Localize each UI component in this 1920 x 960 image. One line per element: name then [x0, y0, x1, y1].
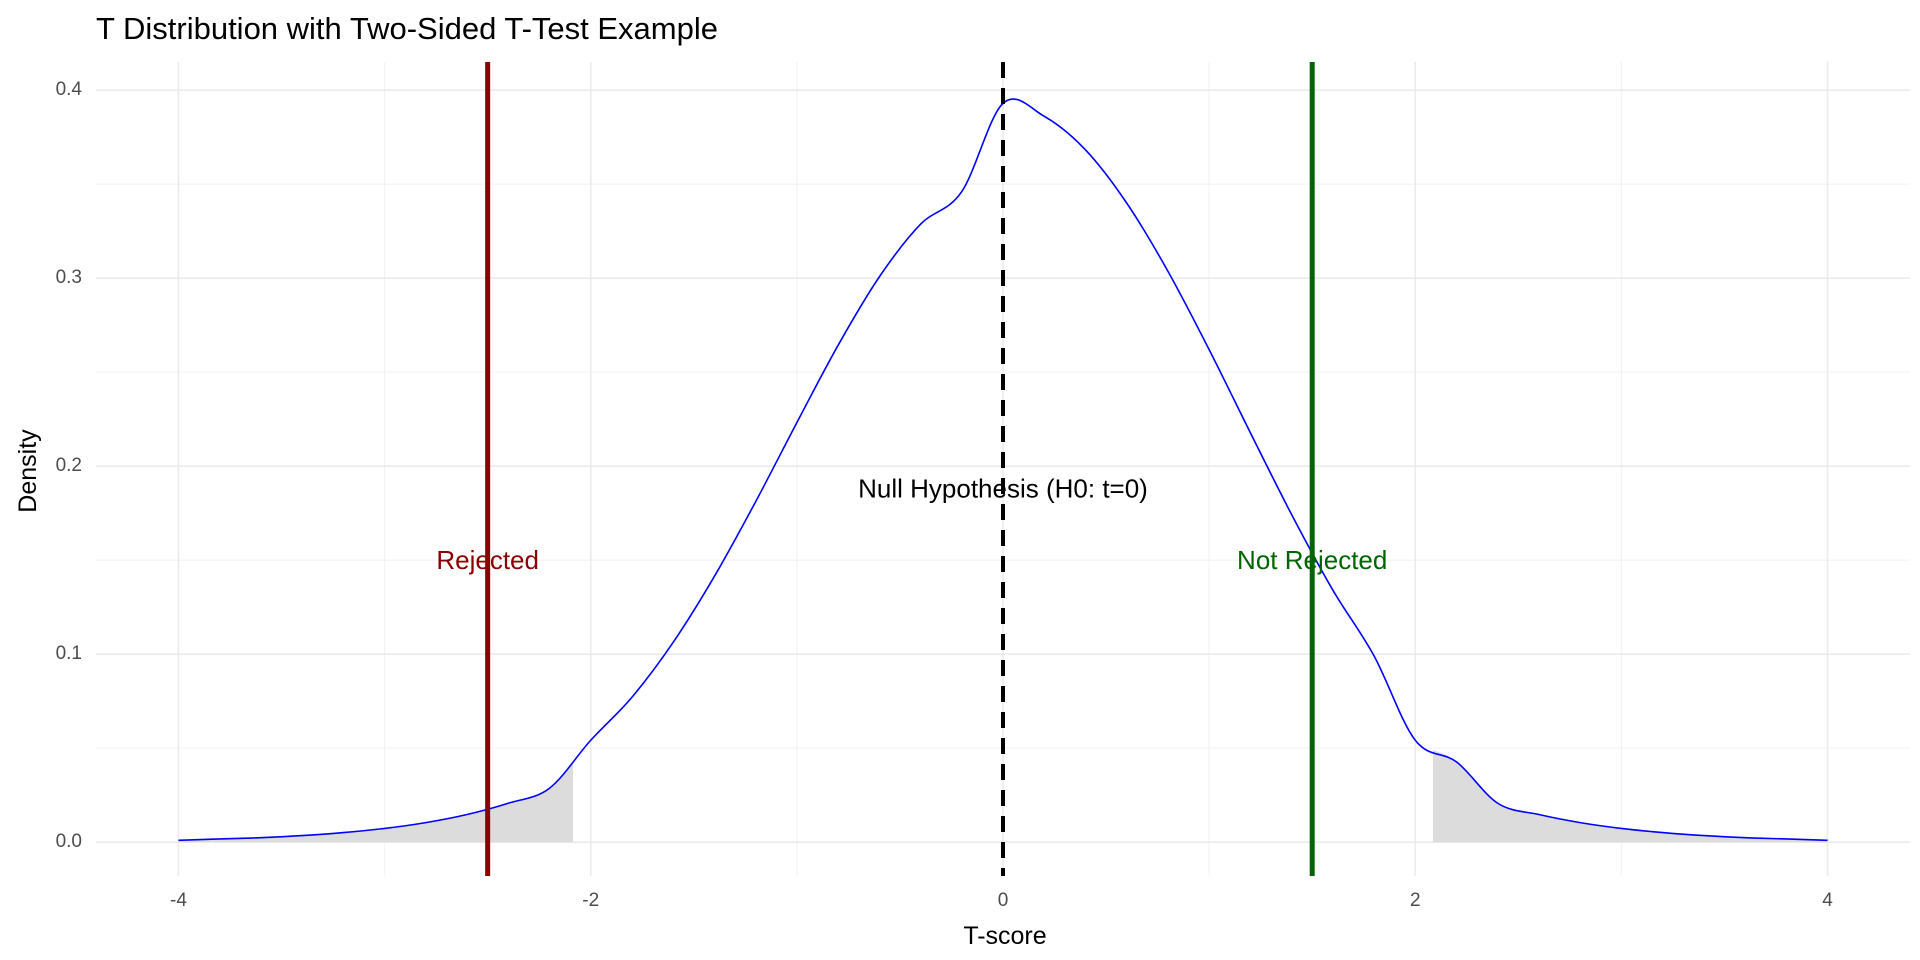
y-tick-label: 0.4	[56, 79, 83, 100]
x-tick-label: -4	[170, 890, 187, 911]
y-tick-label: 0.2	[56, 455, 82, 476]
x-axis-ticks: -4 -2 0 2 4	[170, 890, 1833, 911]
y-axis-title: Density	[14, 429, 42, 513]
x-tick-label: 4	[1822, 890, 1833, 911]
y-tick-label: 0.0	[56, 831, 82, 852]
y-tick-label: 0.1	[56, 643, 82, 664]
x-axis-title: T-score	[963, 922, 1046, 950]
right-rejection-region	[1433, 749, 1828, 843]
x-tick-label: 0	[998, 890, 1009, 911]
y-axis-ticks: 0.0 0.1 0.2 0.3 0.4	[56, 79, 83, 852]
x-tick-label: 2	[1410, 890, 1421, 911]
y-tick-label: 0.3	[56, 267, 82, 288]
rejection-regions	[178, 749, 1828, 843]
null-hypothesis-label: Null Hypothesis (H0: t=0)	[858, 473, 1148, 503]
not-rejected-label: Not Rejected	[1237, 545, 1387, 575]
x-tick-label: -2	[582, 890, 599, 911]
annotations: Null Hypothesis (H0: t=0) Rejected Not Rej…	[436, 473, 1387, 574]
chart-title: T Distribution with Two-Sided T-Test Exa…	[96, 11, 718, 46]
left-rejection-region	[178, 760, 573, 843]
reference-lines	[485, 62, 1315, 876]
rejected-label: Rejected	[436, 545, 539, 575]
